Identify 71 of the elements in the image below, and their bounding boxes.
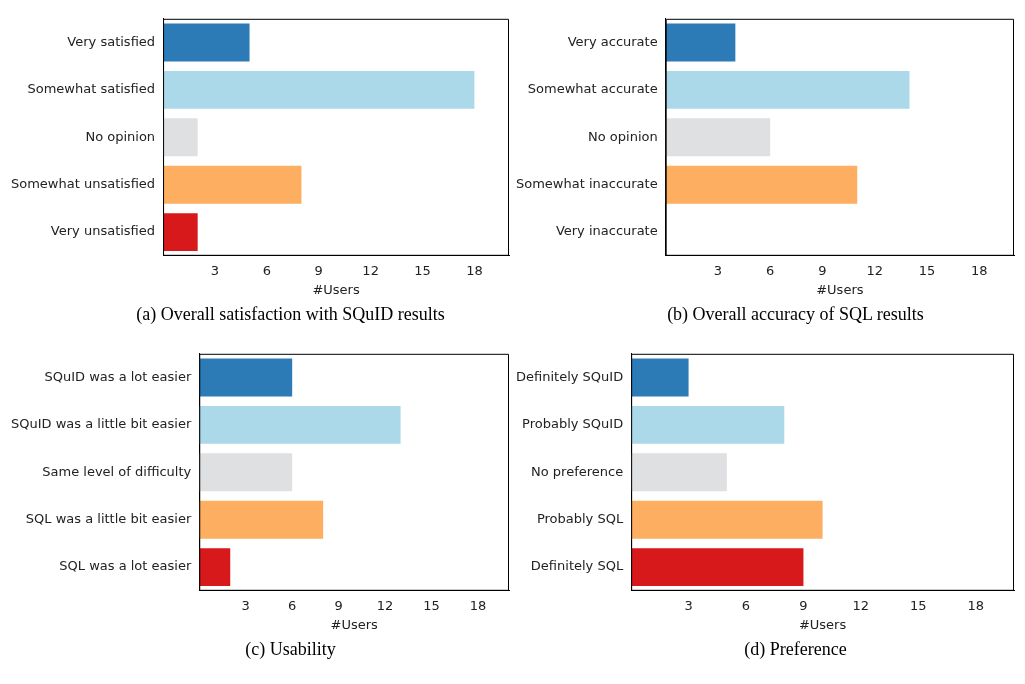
x-tick-label: 3: [210, 262, 220, 278]
bar: [631, 500, 823, 539]
y-tick-label: Very satisfied: [67, 33, 156, 49]
x-tick-label: 9: [799, 597, 808, 613]
y-tick-label: Definitely SQuID: [515, 368, 624, 384]
y-tick-label: Somewhat accurate: [527, 81, 658, 97]
x-axis-title: #Users: [816, 281, 864, 297]
text: (d) Preference: [743, 639, 848, 660]
x-tick-label: 6: [766, 262, 775, 278]
x-tick-label: 15: [910, 597, 927, 613]
x-tick-label: 12: [376, 597, 394, 613]
text: (b) Overall accuracy of SQL results: [666, 304, 925, 325]
text: (c) Usability: [244, 639, 337, 660]
y-tick-label: Somewhat unsatisfied: [10, 176, 156, 192]
x-tick-label: 18: [466, 262, 483, 278]
bar: [665, 23, 736, 62]
x-tick-label: 3: [684, 597, 693, 613]
bar: [631, 453, 727, 492]
x-tick-label: 6: [262, 262, 271, 278]
bar: [665, 165, 858, 204]
x-tick-label: 3: [713, 262, 723, 278]
y-tick-label: No opinion: [85, 128, 156, 144]
bar: [163, 213, 198, 252]
bar: [665, 70, 910, 109]
text: (a) Overall satisfaction with SQuID results: [135, 304, 446, 325]
x-tick-label: 6: [741, 597, 751, 613]
y-tick-label: Definitely SQL: [530, 558, 624, 574]
bar: [163, 70, 475, 109]
x-tick-label: 9: [334, 597, 343, 613]
x-tick-label: 6: [288, 597, 297, 613]
x-axis-title: #Users: [312, 281, 360, 297]
y-tick-label: Probably SQL: [536, 511, 624, 527]
y-tick-label: SQuID was a little bit easier: [11, 416, 192, 432]
y-tick-label: No preference: [531, 463, 624, 479]
bar: [199, 548, 231, 587]
bar: [199, 500, 324, 539]
bar: [199, 405, 401, 444]
x-tick-label: 18: [970, 262, 988, 278]
x-tick-label: 18: [469, 597, 487, 613]
x-tick-label: 18: [967, 597, 984, 613]
x-tick-label: 15: [414, 262, 431, 278]
x-tick-label: 12: [362, 262, 379, 278]
bar: [163, 23, 250, 62]
bar: [631, 405, 785, 444]
x-axis-title: #Users: [798, 616, 847, 632]
y-tick-label: SQuID was a lot easier: [44, 368, 192, 384]
x-tick-label: 15: [918, 262, 936, 278]
y-tick-label: Somewhat inaccurate: [515, 176, 658, 192]
y-tick-label: No opinion: [588, 128, 658, 144]
y-tick-label: SQL was a lot easier: [59, 558, 192, 574]
x-tick-label: 12: [866, 262, 883, 278]
x-tick-label: 9: [818, 262, 827, 278]
x-tick-label: 3: [241, 597, 250, 613]
x-axis-title: #Users: [330, 616, 378, 632]
y-tick-label: Very unsatisfied: [50, 223, 156, 239]
bar: [199, 453, 293, 492]
y-tick-label: Somewhat satisfied: [27, 81, 156, 97]
x-tick-label: 12: [852, 597, 870, 613]
y-tick-label: Probably SQuID: [522, 416, 624, 432]
bar: [163, 165, 302, 204]
x-tick-label: 9: [314, 262, 323, 278]
bar: [199, 358, 293, 397]
y-tick-label: Very inaccurate: [555, 223, 658, 239]
y-tick-label: Very accurate: [567, 33, 658, 49]
x-tick-label: 15: [423, 597, 440, 613]
y-tick-label: SQL was a little bit easier: [25, 511, 192, 527]
y-tick-label: Same level of difficulty: [42, 463, 192, 479]
bar: [163, 118, 198, 157]
bar: [631, 548, 804, 587]
bar: [665, 118, 771, 157]
bar: [631, 358, 689, 397]
